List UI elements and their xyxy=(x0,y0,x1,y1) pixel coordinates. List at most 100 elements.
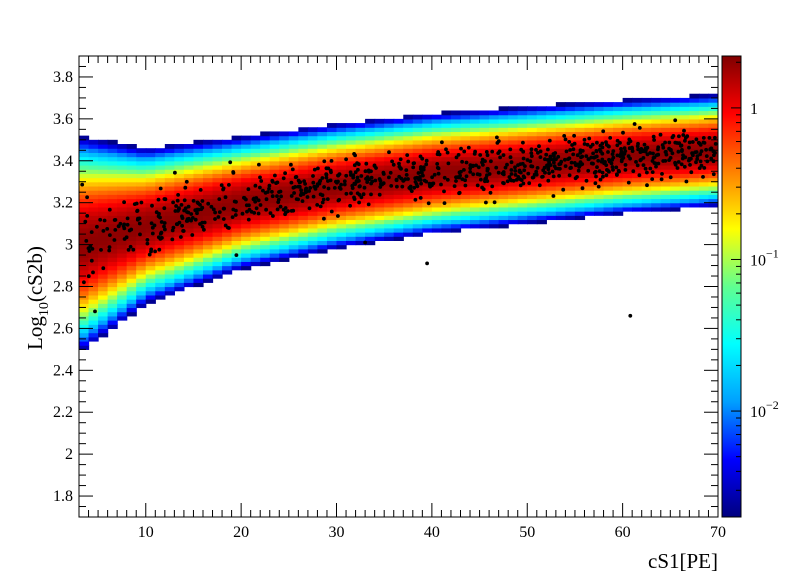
heatmap-cell xyxy=(288,244,299,250)
scatter-point xyxy=(405,153,410,158)
heatmap-cell xyxy=(326,206,338,212)
heatmap-cell xyxy=(670,190,681,195)
scatter-point xyxy=(281,176,286,181)
heatmap-cell xyxy=(660,144,671,149)
heatmap-cell xyxy=(698,148,710,153)
heatmap-cell xyxy=(107,236,118,241)
heatmap-cell xyxy=(79,194,90,200)
heatmap-cell xyxy=(613,185,624,191)
heatmap-cell xyxy=(98,173,109,179)
heatmap-cell xyxy=(107,181,118,187)
heatmap-cell xyxy=(374,194,385,200)
scatter-point xyxy=(651,134,656,139)
heatmap-cell xyxy=(565,110,576,116)
heatmap-cell xyxy=(450,139,462,145)
scatter-point xyxy=(258,185,262,190)
heatmap-cell xyxy=(393,181,404,187)
heatmap-cell xyxy=(317,135,328,141)
heatmap-cell xyxy=(508,160,519,166)
heatmap-cell xyxy=(164,244,175,250)
heatmap-cell xyxy=(126,294,137,300)
heatmap-cells xyxy=(79,93,718,350)
scatter-point xyxy=(124,235,129,240)
heatmap-cell xyxy=(603,102,614,107)
heatmap-cell xyxy=(231,160,242,166)
scatter-point xyxy=(572,133,576,138)
heatmap-cell xyxy=(603,194,614,200)
heatmap-cell xyxy=(260,223,271,229)
heatmap-cell xyxy=(107,185,118,191)
heatmap-cell xyxy=(441,211,452,216)
heatmap-cell xyxy=(88,294,99,300)
heatmap-cell xyxy=(546,123,557,128)
scatter-point xyxy=(543,157,547,162)
scatter-point xyxy=(445,150,450,155)
heatmap-cell xyxy=(164,290,175,296)
heatmap-cell xyxy=(374,232,385,237)
heatmap-cell xyxy=(202,227,214,233)
heatmap-cell xyxy=(145,190,156,195)
heatmap-cell xyxy=(336,139,347,145)
heatmap-cell xyxy=(79,311,90,317)
heatmap-cell xyxy=(441,202,452,208)
heatmap-cell xyxy=(403,156,414,162)
heatmap-cell xyxy=(336,135,347,141)
heatmap-cell xyxy=(603,106,614,112)
heatmap-cell xyxy=(632,97,643,103)
heatmap-cell xyxy=(689,177,700,183)
heatmap-cell xyxy=(460,131,471,137)
heatmap-cell xyxy=(183,265,195,271)
scatter-point xyxy=(320,176,325,180)
heatmap-cell xyxy=(98,294,109,300)
heatmap-cell xyxy=(698,194,710,200)
heatmap-cell xyxy=(336,164,347,170)
heatmap-cell xyxy=(326,194,338,200)
heatmap-cell xyxy=(136,265,147,271)
heatmap-cell xyxy=(126,148,137,153)
heatmap-cell xyxy=(613,202,624,208)
scatter-point xyxy=(222,206,227,211)
heatmap-cell xyxy=(470,198,481,204)
heatmap-cell xyxy=(202,169,214,174)
heatmap-cell xyxy=(88,315,99,321)
heatmap-cell xyxy=(679,177,690,183)
scatter-point xyxy=(219,183,224,188)
heatmap-cell xyxy=(279,148,290,153)
heatmap-cell xyxy=(689,114,700,120)
heatmap-cell xyxy=(651,148,662,153)
heatmap-cell xyxy=(670,194,681,200)
scatter-point xyxy=(503,165,508,170)
heatmap-cell xyxy=(222,257,233,262)
heatmap-cell xyxy=(269,139,280,145)
scatter-point xyxy=(357,200,361,205)
scatter-point xyxy=(158,237,163,241)
heatmap-cell xyxy=(479,152,490,158)
scatter-point xyxy=(247,203,251,208)
heatmap-cell xyxy=(422,148,433,153)
heatmap-cell xyxy=(174,261,185,267)
heatmap-cell xyxy=(98,290,109,296)
scatter-point xyxy=(366,202,371,207)
heatmap-cell xyxy=(241,160,252,166)
heatmap-cell xyxy=(279,190,290,195)
heatmap-cell xyxy=(326,185,338,191)
heatmap-cell xyxy=(183,227,195,233)
heatmap-cell xyxy=(498,198,509,204)
heatmap-cell xyxy=(508,127,519,133)
heatmap-cell xyxy=(79,236,90,241)
scatter-point xyxy=(361,192,366,197)
heatmap-cell xyxy=(336,219,347,225)
heatmap-cell xyxy=(365,206,376,212)
heatmap-cell xyxy=(326,223,338,229)
heatmap-cell xyxy=(412,219,423,225)
scatter-point xyxy=(670,135,675,140)
scatter-point xyxy=(158,186,163,191)
heatmap-cell xyxy=(641,173,652,179)
heatmap-cell xyxy=(594,118,605,124)
heatmap-cell xyxy=(231,144,242,149)
heatmap-cell xyxy=(88,215,99,221)
heatmap-cell xyxy=(269,232,280,237)
heatmap-cell xyxy=(222,185,233,191)
scatter-point xyxy=(529,164,534,169)
heatmap-cell xyxy=(155,257,166,262)
